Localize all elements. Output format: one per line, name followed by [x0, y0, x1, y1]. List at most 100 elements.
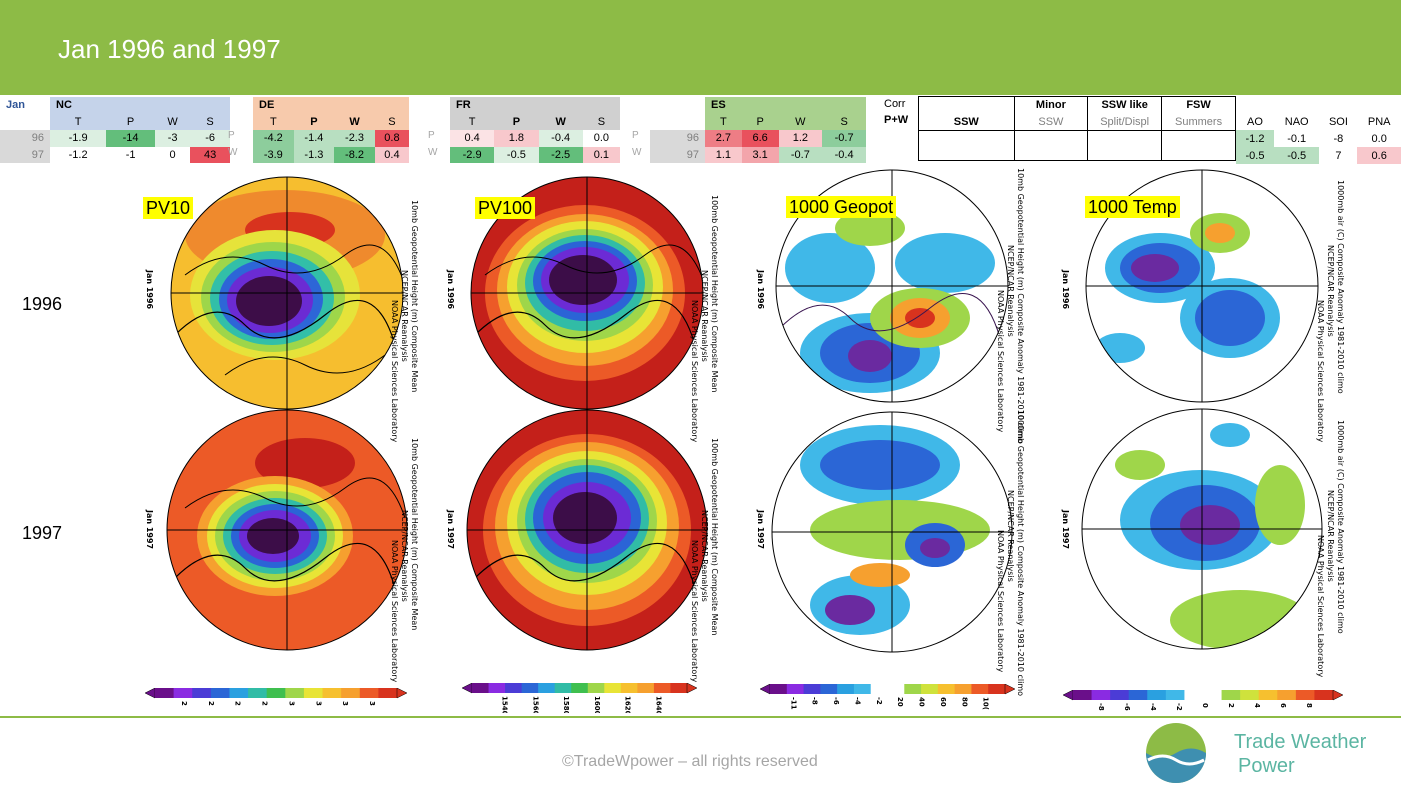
value-cell: -0.7 [778, 146, 823, 163]
colorbar-end [145, 688, 156, 699]
map-tag-pv10: PV10 [143, 197, 194, 219]
col-header: S [374, 113, 409, 130]
colorbar-segment [1277, 690, 1297, 700]
col-header: W [778, 113, 823, 130]
value-cell: -3 [154, 130, 191, 147]
map-geopot-1997 [771, 411, 1013, 653]
colorbar-segment [229, 688, 249, 698]
value-cell: -1 [106, 146, 155, 163]
map-lab: NOAA Physical Sciences Laboratory [690, 300, 699, 443]
value-cell: 3.1 [741, 146, 779, 163]
value-cell: 6.6 [741, 130, 779, 147]
colorbar-segment [971, 684, 989, 694]
colorbar-segment [887, 684, 905, 694]
col-header: T [705, 113, 742, 130]
map-date: Jan 1996 [145, 270, 154, 310]
colorbar-label: 3 [287, 701, 295, 706]
colorbar-segment [870, 684, 888, 694]
colorbar-segment [820, 684, 838, 694]
value-cell: -14 [106, 130, 155, 147]
map-source: NCEP/NCAR Reanalysis [1006, 245, 1015, 337]
brand-line-1: Trade Weather [1234, 731, 1367, 753]
year-cell: 97 [650, 146, 705, 163]
colorbar-geopot: -11 -8 -6 -4 -2 20 40 60 80 10( [760, 684, 1016, 710]
value-cell: -2.3 [334, 130, 375, 147]
colorbar-label: 80 [960, 697, 968, 707]
value-cell: 2.7 [705, 130, 742, 147]
value-cell: 43 [190, 146, 230, 163]
colorbar-segment [571, 683, 589, 693]
colorbar-label: -2 [875, 697, 883, 705]
brand-line-2: Power [1238, 755, 1295, 777]
col-header: W [538, 113, 583, 130]
colorbar-label: 1600 [593, 696, 601, 713]
colorbar-segment [954, 684, 972, 694]
value-cell: 1.2 [778, 130, 823, 147]
map-lab: NOAA Physical Sciences Laboratory [996, 290, 1005, 433]
value-cell: -2.9 [450, 146, 495, 163]
minor-header: Minor [1013, 96, 1089, 114]
value-cell: 1.1 [705, 146, 742, 163]
map-caption: 1000mb air (C) Composite Anomaly 1981-20… [1336, 420, 1345, 634]
colorbar-segment [472, 683, 490, 693]
colorbar-label: 3 [368, 701, 376, 706]
colorbar-temp: -8 -6 -4 -2 0 2 4 6 8 [1063, 690, 1344, 711]
stats-table-nc: Jan NC T P W S 96 -1.9 -14 -3 -6 97 -1.2… [0, 97, 230, 163]
colorbar-end [396, 688, 408, 699]
value-cell: -3.9 [253, 146, 294, 163]
col-header: P [494, 113, 539, 130]
stats-table-de: DE T P W S -4.2 -1.4 -2.3 0.8 -3.9 -1.3 … [253, 97, 409, 163]
value-cell: -0.5 [1236, 147, 1274, 164]
colorbar-segment [770, 684, 788, 694]
colorbar-segment [604, 683, 622, 693]
map-date: Jan 1996 [1061, 270, 1070, 310]
colorbar-label: 10( [982, 697, 990, 710]
colorbar-segment [521, 683, 539, 693]
value-cell: -1.4 [293, 130, 335, 147]
map-date: Jan 1997 [145, 510, 154, 550]
colorbar-label: -8 [811, 697, 819, 705]
colorbar-segment [1165, 690, 1185, 700]
map-caption: 100mb Geopotential Height (m) Composite … [710, 438, 719, 636]
group-label: FR [450, 97, 620, 114]
map-date: Jan 1996 [756, 270, 765, 310]
colorbar-segment [670, 683, 688, 693]
ssw-table: Minor SSW like FSW SSW SSW Split/Displ S… [918, 96, 1236, 161]
value-cell: 0.4 [450, 130, 495, 147]
colorbar-label: 3 [341, 701, 349, 706]
pw-label: P+W [884, 114, 909, 126]
col-header: T [50, 113, 107, 130]
colorbar-end [1063, 690, 1074, 701]
col-header: PNA [1367, 115, 1391, 128]
col-header: P [293, 113, 335, 130]
value-cell: 0 [154, 146, 191, 163]
colorbar-segment [620, 683, 638, 693]
stats-table-es: ES T P W S 96 2.7 6.6 1.2 -0.7 97 1.1 3.… [650, 97, 866, 163]
row-marker: P [428, 130, 435, 141]
header-bar [0, 0, 1401, 95]
value-cell: -4.2 [253, 130, 294, 147]
colorbar-segment [837, 684, 855, 694]
colorbar-label: 2 [207, 701, 215, 706]
value-cell: -1.9 [50, 130, 107, 147]
colorbar-segment [554, 683, 572, 693]
value-cell: -1.3 [293, 146, 335, 163]
colorbar-segment [505, 683, 523, 693]
colorbar-segment [1184, 690, 1204, 700]
map-pv10-1996 [170, 176, 404, 410]
value-cell: -0.5 [1274, 147, 1320, 164]
map-lab: NOAA Physical Sciences Laboratory [1316, 300, 1325, 443]
map-lab: NOAA Physical Sciences Laboratory [1316, 535, 1325, 678]
colorbar-label: -11 [789, 697, 797, 710]
colorbar-segment [1314, 690, 1334, 700]
colorbar-segment [192, 688, 212, 698]
value-cell: 0.4 [374, 146, 409, 163]
group-label: NC [50, 97, 230, 114]
value-cell: 0.8 [374, 130, 409, 147]
value-cell: -6 [190, 130, 230, 147]
row-marker: W [228, 147, 238, 158]
colorbar-segment [538, 683, 556, 693]
ssw-header: SSW [918, 113, 1015, 131]
colorbar-segment [803, 684, 821, 694]
value-cell: 0.0 [582, 130, 620, 147]
